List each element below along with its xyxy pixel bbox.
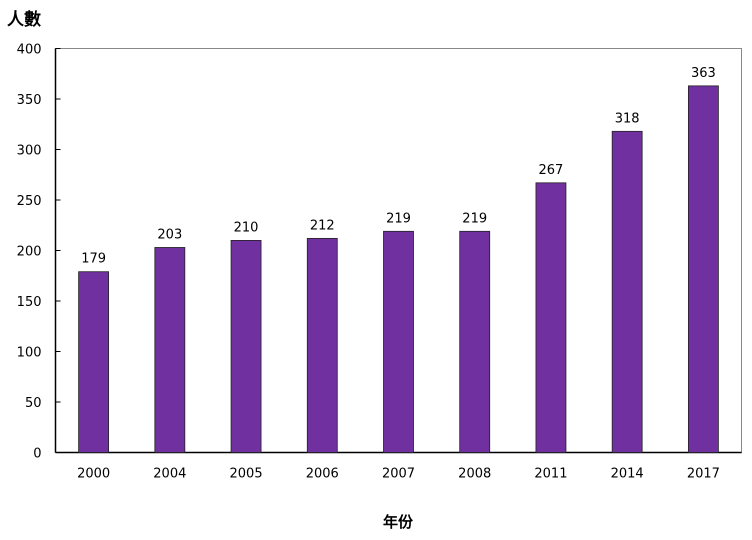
bar-2017 [687, 85, 719, 453]
x-tick-label: 2006 [306, 467, 339, 482]
x-tick-label: 2005 [230, 467, 263, 482]
bar-2008 [459, 230, 491, 453]
data-label: 203 [157, 227, 182, 242]
y-tick-label: 150 [17, 295, 42, 310]
data-label: 219 [386, 211, 411, 226]
x-tick-label: 2000 [77, 467, 110, 482]
y-tick-label: 400 [17, 43, 42, 58]
bar-2004 [154, 247, 186, 453]
data-label: 318 [615, 111, 640, 126]
data-label: 210 [234, 220, 259, 235]
x-tick-label: 2008 [458, 467, 491, 482]
x-tick-label: 2007 [382, 467, 415, 482]
x-tick-label: 2014 [611, 467, 644, 482]
data-label: 363 [691, 66, 716, 81]
bar-2005 [230, 239, 262, 453]
data-label: 179 [81, 252, 106, 267]
y-tick-label: 350 [17, 93, 42, 108]
y-tick-label: 250 [17, 194, 42, 209]
bar-2006 [306, 237, 338, 453]
x-tick-label: 2017 [687, 467, 720, 482]
y-axis-label: 人數 [7, 9, 41, 30]
y-tick-label: 0 [33, 447, 41, 462]
y-tick-label: 200 [17, 245, 42, 260]
data-label: 267 [539, 163, 564, 178]
bar-2014 [611, 130, 643, 453]
bar-2000 [78, 271, 110, 453]
bar-2007 [383, 230, 414, 453]
y-tick-label: 50 [25, 396, 42, 411]
y-tick-label: 100 [17, 346, 42, 361]
x-tick-label: 2004 [153, 467, 186, 482]
data-label: 212 [310, 218, 335, 233]
x-tick-label: 2011 [534, 467, 567, 482]
y-tick-label: 300 [17, 144, 42, 159]
bar-2011 [535, 182, 567, 453]
x-axis-label: 年份 [383, 513, 414, 531]
data-label: 219 [462, 211, 487, 226]
